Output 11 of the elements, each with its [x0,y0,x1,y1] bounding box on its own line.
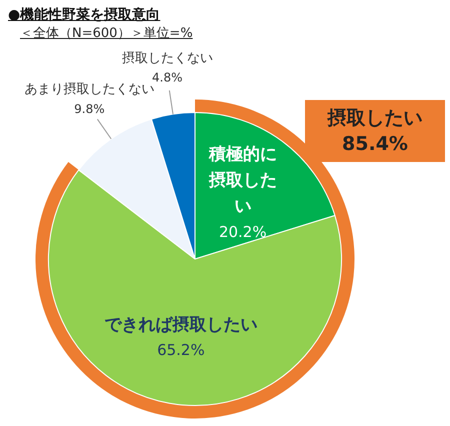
chart-title: ●機能性野菜を摂取意向 [8,6,160,24]
data-label: 65.2% [157,341,205,360]
slice-label: 摂取したくない [122,50,213,66]
data-label: 9.8% [74,102,105,116]
slice-label: 積極的に摂取したい [208,144,277,217]
chart-subtitle: ＜全体（N=600）＞単位=% [20,25,193,42]
data-label: 4.8% [152,70,183,85]
text: 摂取したい 85.4% [305,100,445,162]
slice-label: あまり摂取したくない [24,82,154,98]
data-label: 20.2% [218,223,267,242]
slice-label: できれば摂取したい [104,314,258,335]
